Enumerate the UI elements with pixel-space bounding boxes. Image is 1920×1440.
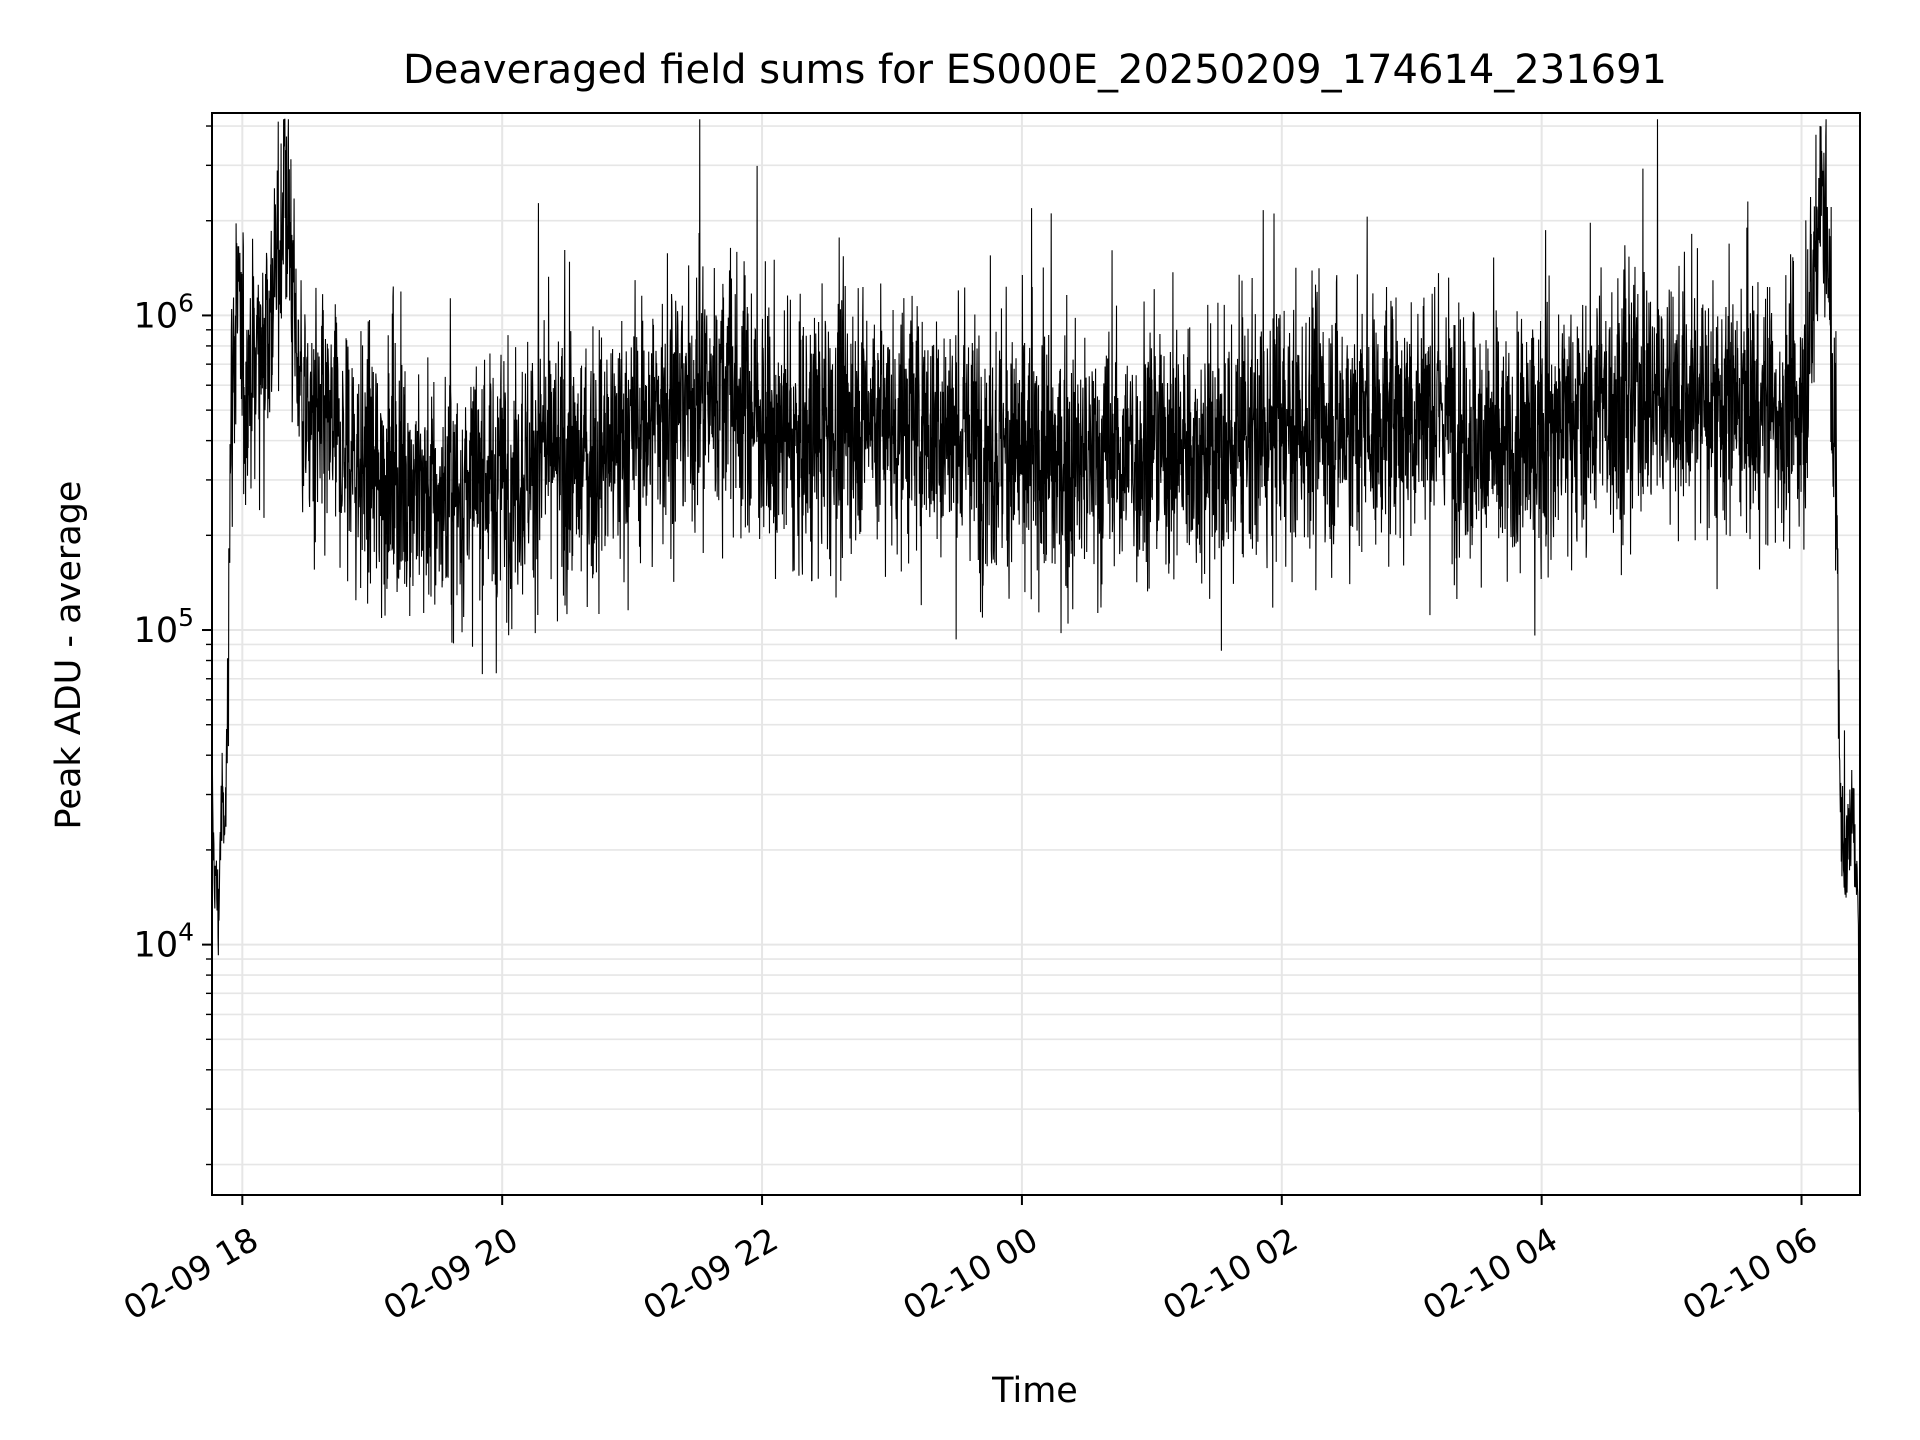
plot-frame [211,112,1861,1196]
x-axis-label: Time [991,1371,1078,1411]
y-tick-label: 106 [134,288,194,336]
y-tick-label: 105 [134,603,194,651]
series-line [212,118,1860,1155]
plot-area [212,118,1860,1155]
chart-title: Deaveraged field sums for ES000E_2025020… [403,47,1667,93]
y-tick-label: 104 [134,918,194,966]
y-axis-label: Peak ADU - average [49,481,89,830]
